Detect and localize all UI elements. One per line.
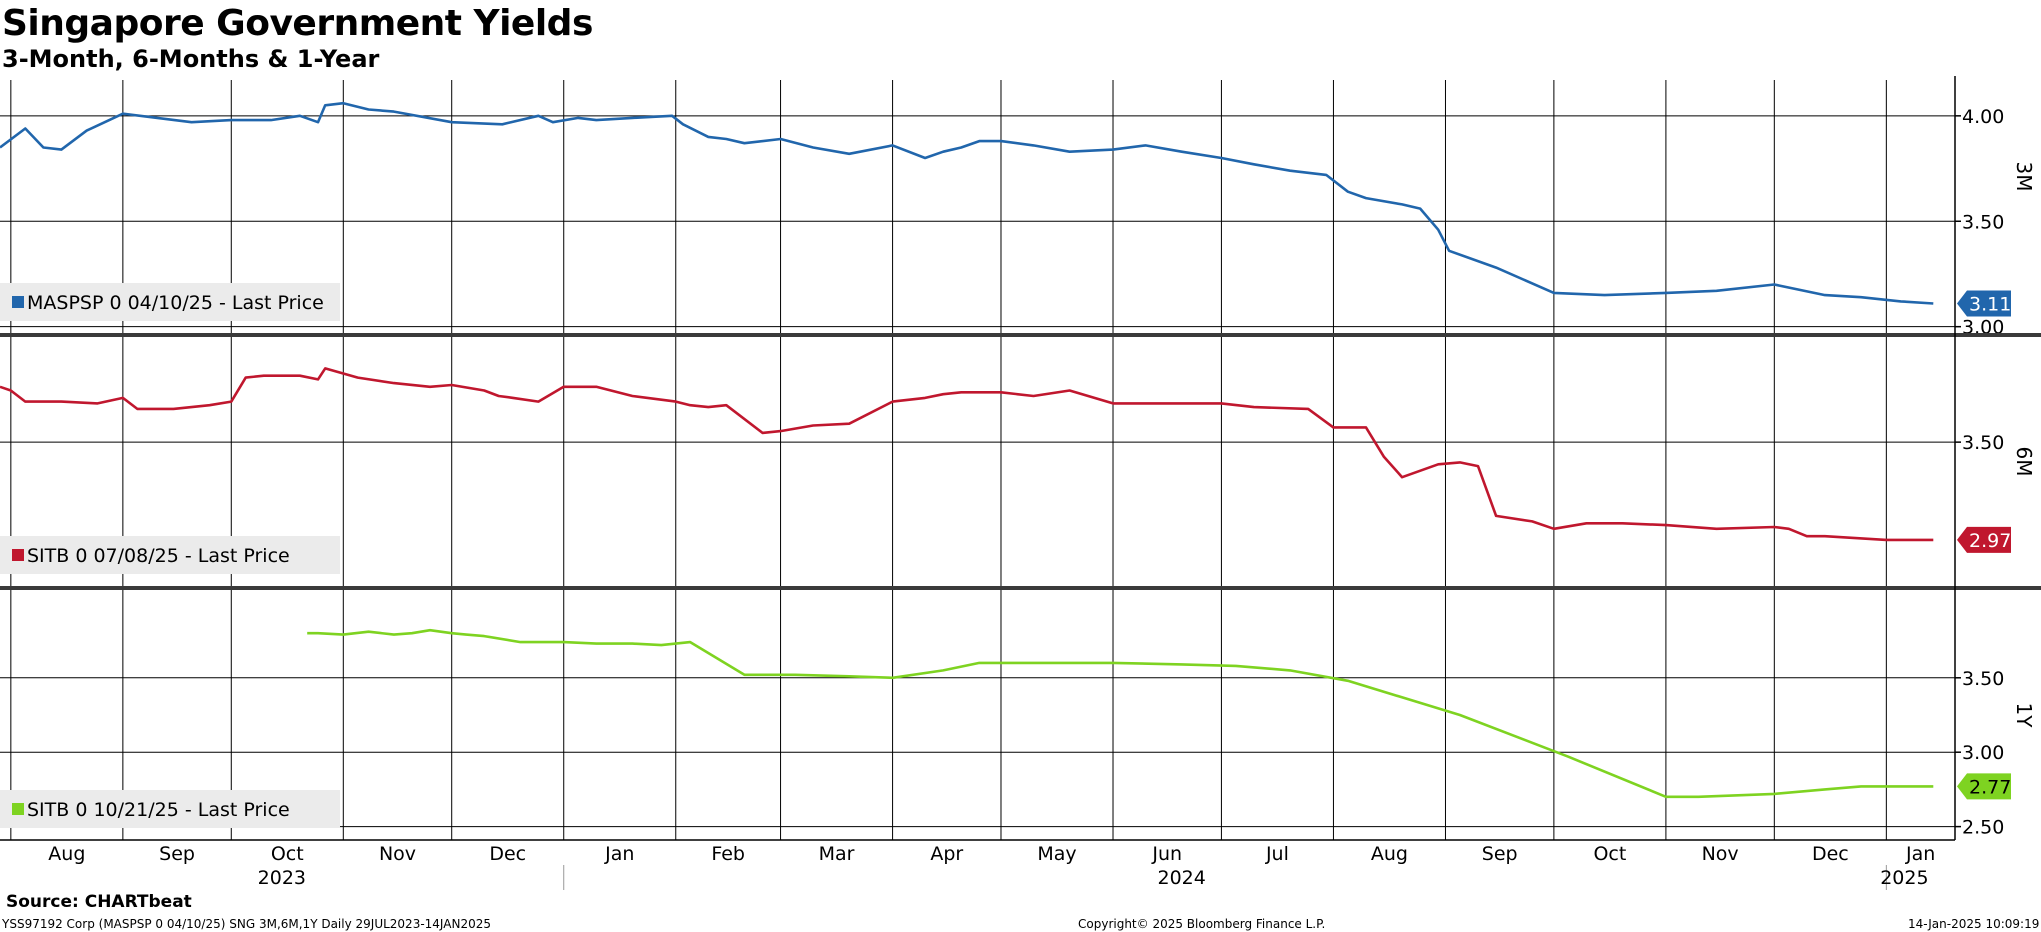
panel-1Y: 2.50 3.00 3.50 1Y 2.77 SITB 0 10/21/25 - Last… <box>0 586 2036 840</box>
source-note: Source: CHARTbeat <box>6 892 192 912</box>
last-value-label: 2.77 <box>1969 776 2011 798</box>
series-line <box>0 367 1934 542</box>
panel-label: 1Y <box>2012 703 2036 729</box>
x-month-label: Jun <box>1151 843 1182 865</box>
legend: MASPSP 0 04/10/25 - Last Price <box>0 283 340 321</box>
legend-swatch <box>12 296 24 308</box>
legend-swatch <box>12 549 24 561</box>
series-line <box>0 101 1934 305</box>
y-tick-label: 4.00 <box>1962 106 2004 128</box>
panel-6M: 3.50 6M 2.97 SITB 0 07/08/25 - Last Price <box>0 333 2036 586</box>
x-month-label: Aug <box>48 843 85 865</box>
x-month-label: Jan <box>604 843 634 865</box>
x-month-label: Oct <box>1593 843 1626 865</box>
x-month-label: May <box>1037 843 1076 865</box>
x-month-label: Sep <box>159 843 195 865</box>
legend-bg <box>0 536 340 574</box>
legend-bg <box>0 283 340 321</box>
legend-bg <box>0 790 340 828</box>
last-value-tag: 2.77 <box>1957 773 2011 800</box>
x-month-label: Dec <box>1812 843 1849 865</box>
y-tick-label: 3.00 <box>1962 742 2004 764</box>
chart-title: Singapore Government Yields <box>2 3 593 44</box>
legend-label: MASPSP 0 04/10/25 - Last Price <box>27 292 324 314</box>
series-line <box>307 628 1934 799</box>
last-value-tag-bg <box>1957 773 2011 800</box>
y-tick-label: 3.50 <box>1962 668 2004 690</box>
x-month-label: Jul <box>1265 843 1289 865</box>
last-value-label: 3.11 <box>1969 293 2011 315</box>
legend: SITB 0 10/21/25 - Last Price <box>0 790 340 828</box>
x-year-label: 2023 <box>258 867 306 889</box>
footer-timestamp: 14-Jan-2025 10:09:19 <box>1908 917 2040 931</box>
x-month-label: Mar <box>819 843 855 865</box>
chart-subtitle: 3-Month, 6-Months & 1-Year <box>2 45 380 73</box>
y-tick-label: 3.50 <box>1962 211 2004 233</box>
footer-copyright: Copyright© 2025 Bloomberg Finance L.P. <box>1078 917 1326 931</box>
x-month-label: Apr <box>930 843 963 865</box>
x-month-label: Oct <box>271 843 304 865</box>
legend: SITB 0 07/08/25 - Last Price <box>0 536 340 574</box>
last-value-tag-bg <box>1957 290 2011 317</box>
legend-swatch <box>12 803 24 815</box>
panel-label: 3M <box>2012 162 2036 192</box>
x-month-label: Jan <box>1905 843 1935 865</box>
panel-label: 6M <box>2012 447 2036 477</box>
y-tick-label: 2.50 <box>1962 817 2004 839</box>
legend-label: SITB 0 07/08/25 - Last Price <box>27 545 290 567</box>
x-month-label: Sep <box>1482 843 1518 865</box>
x-month-label: Dec <box>489 843 526 865</box>
y-tick-label: 3.50 <box>1962 432 2004 454</box>
x-year-label: 2024 <box>1157 867 1205 889</box>
last-value-label: 2.97 <box>1969 530 2011 552</box>
x-month-label: Nov <box>379 843 416 865</box>
x-month-label: Feb <box>711 843 745 865</box>
footer-ticker-info: YSS97192 Corp (MASPSP 0 04/10/25) SNG 3M… <box>2 917 491 931</box>
x-month-label: Nov <box>1702 843 1739 865</box>
last-value-tag-bg <box>1957 526 2011 553</box>
x-month-label: Aug <box>1371 843 1408 865</box>
legend-label: SITB 0 10/21/25 - Last Price <box>27 799 290 821</box>
x-year-label: 2025 <box>1880 867 1928 889</box>
last-value-tag: 2.97 <box>1957 526 2011 553</box>
last-value-tag: 3.11 <box>1957 290 2011 317</box>
